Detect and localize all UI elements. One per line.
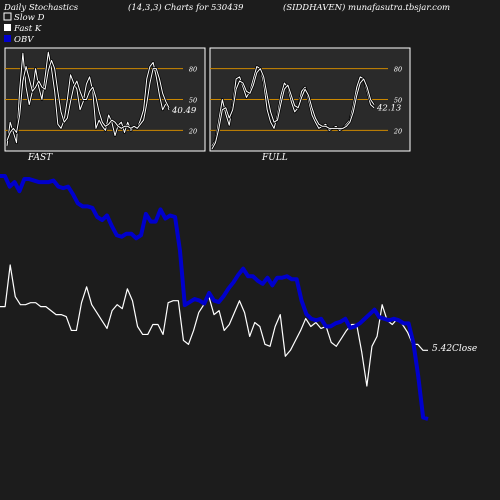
fast-series-slow-d (6, 59, 170, 141)
fast-series (5, 50, 171, 147)
legend-swatch-fast-k (4, 24, 11, 31)
legend: Slow D Fast K OBV (3, 12, 45, 45)
full-series-fast-k (211, 66, 375, 147)
legend-label-obv: OBV (14, 35, 34, 45)
full-panel: 20 50 80 42.13 FULL (209, 47, 411, 163)
full-tick-label: 50 (394, 97, 402, 105)
legend-swatch-slow-d (3, 12, 12, 21)
fast-series-fast-k (6, 51, 170, 146)
fast-panel-title: FAST (27, 153, 53, 163)
fast-tick-labels: 20 50 80 (188, 66, 197, 136)
title-right: (SIDDHAVEN) munafasutra.tbsjar.com (283, 2, 450, 13)
full-tick-label: 20 (393, 127, 402, 135)
fast-last-value: 40.49 (171, 106, 197, 116)
full-last-value: 42.13 (376, 104, 401, 114)
main-series (0, 174, 429, 421)
full-tick-label: 80 (394, 66, 402, 74)
fast-tick-label: 20 (188, 127, 197, 135)
legend-label-slow-d: Slow D (14, 13, 45, 23)
close-last-value: 5.42Close (432, 344, 477, 354)
title-left: Daily Stochastics (3, 3, 79, 13)
full-tick-labels: 20 50 80 (393, 66, 402, 136)
full-series-slow-d (211, 68, 375, 150)
close-series-line (0, 264, 428, 387)
full-series (210, 65, 376, 150)
fast-tick-label: 80 (189, 66, 197, 74)
legend-label-fast-k: Fast K (13, 24, 42, 34)
full-panel-title: FULL (261, 153, 288, 163)
fast-tick-label: 50 (189, 97, 197, 105)
fast-panel: 20 50 80 40.49 FAST (4, 47, 206, 163)
legend-swatch-obv (4, 35, 11, 42)
title-mid: (14,3,3) Charts for 530439 (128, 2, 244, 13)
obv-series-line (0, 174, 429, 421)
